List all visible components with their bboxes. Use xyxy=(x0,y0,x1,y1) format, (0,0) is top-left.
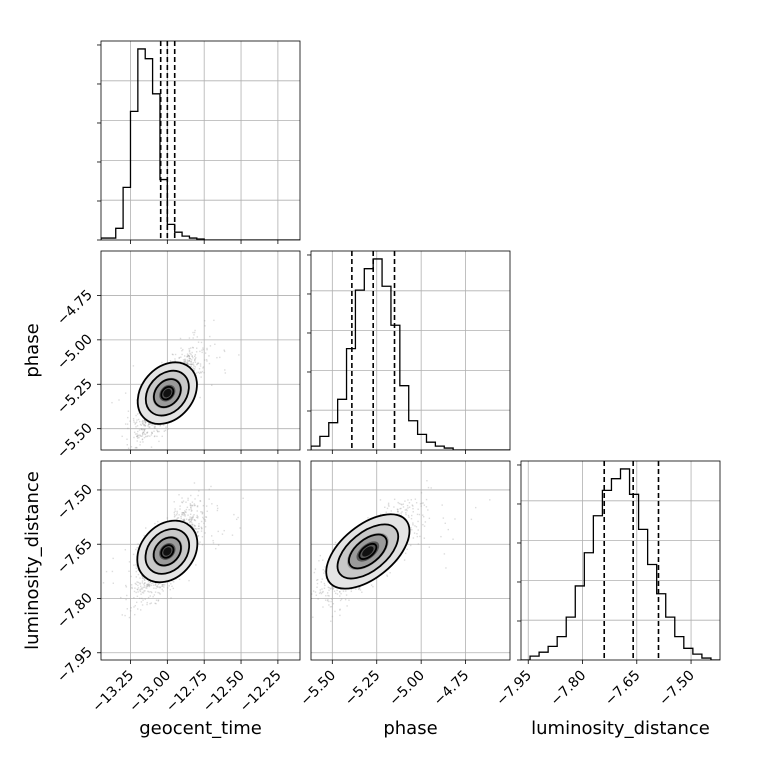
histogram-panel-geocent_time xyxy=(97,40,301,244)
x-tick-label: −5.25 xyxy=(342,668,384,710)
x-axis-title-phase: phase xyxy=(383,718,437,739)
contour-line xyxy=(152,536,182,567)
y-tick-label: −4.75 xyxy=(54,287,96,329)
histogram-panel-phase xyxy=(307,250,511,454)
contour-line xyxy=(144,528,191,575)
panel-frame xyxy=(520,460,721,661)
x-axis-title-geocent_time: geocent_time xyxy=(139,718,262,739)
y-tick-label: −7.65 xyxy=(54,536,96,578)
density-level xyxy=(163,388,172,398)
y-tick-label: −7.50 xyxy=(54,481,96,523)
contour-line xyxy=(152,378,182,409)
y-tick-label: −5.50 xyxy=(54,420,96,462)
x-tick-label: −7.95 xyxy=(493,668,535,710)
x-tick-label: −7.80 xyxy=(548,668,590,710)
contour-line xyxy=(358,542,378,560)
panel-frame xyxy=(100,40,301,241)
panel-frame xyxy=(310,460,511,661)
contour-line xyxy=(144,369,190,417)
x-tick-label: −5.50 xyxy=(297,668,339,710)
scatter-panel-geocent_time-vs-luminosity_distance: −7.95 −7.80 −7.65 −7.50 luminosity_distance −… xyxy=(22,460,301,739)
contour-line xyxy=(325,513,411,590)
panel-frame xyxy=(100,460,301,661)
y-axis-title-luminosity_distance: luminosity_distance xyxy=(22,471,43,650)
contour-line xyxy=(160,544,175,559)
panel-frame xyxy=(310,250,511,451)
histogram-panel-luminosity_distance: −7.95 −7.80 −7.65 −7.50 luminosity_distance xyxy=(493,460,721,739)
y-tick-label: −7.95 xyxy=(54,644,96,686)
panel-frame xyxy=(100,250,301,451)
histogram-bars xyxy=(311,258,510,450)
x-axis-title-luminosity_distance: luminosity_distance xyxy=(531,718,710,739)
scatter-panel-phase-vs-luminosity_distance: −5.50 −5.25 −5.00 −4.75 phase xyxy=(297,460,511,739)
x-tick-label: −7.65 xyxy=(602,668,644,710)
contour-line xyxy=(160,385,175,401)
y-tick-label: −7.80 xyxy=(54,590,96,632)
scatter-panel-geocent_time-vs-phase: −5.50−5.25−5.00−4.75 phase xyxy=(22,250,301,462)
histogram-bars xyxy=(521,468,720,660)
x-tick-label: −12.25 xyxy=(237,668,285,716)
contour-line xyxy=(136,361,198,425)
y-tick-label: −5.25 xyxy=(54,376,96,418)
x-tick-label: −7.50 xyxy=(656,668,698,710)
contour-line xyxy=(336,523,400,580)
y-tick-label: −5.00 xyxy=(54,331,96,373)
x-tick-label: −5.00 xyxy=(386,668,428,710)
density-level xyxy=(163,547,172,556)
histogram-bars xyxy=(101,48,300,240)
y-axis-title-phase: phase xyxy=(22,323,43,377)
x-tick-label: −4.75 xyxy=(431,668,473,710)
density-level xyxy=(362,546,374,557)
contour-line xyxy=(136,519,199,584)
contour-line xyxy=(348,533,388,570)
